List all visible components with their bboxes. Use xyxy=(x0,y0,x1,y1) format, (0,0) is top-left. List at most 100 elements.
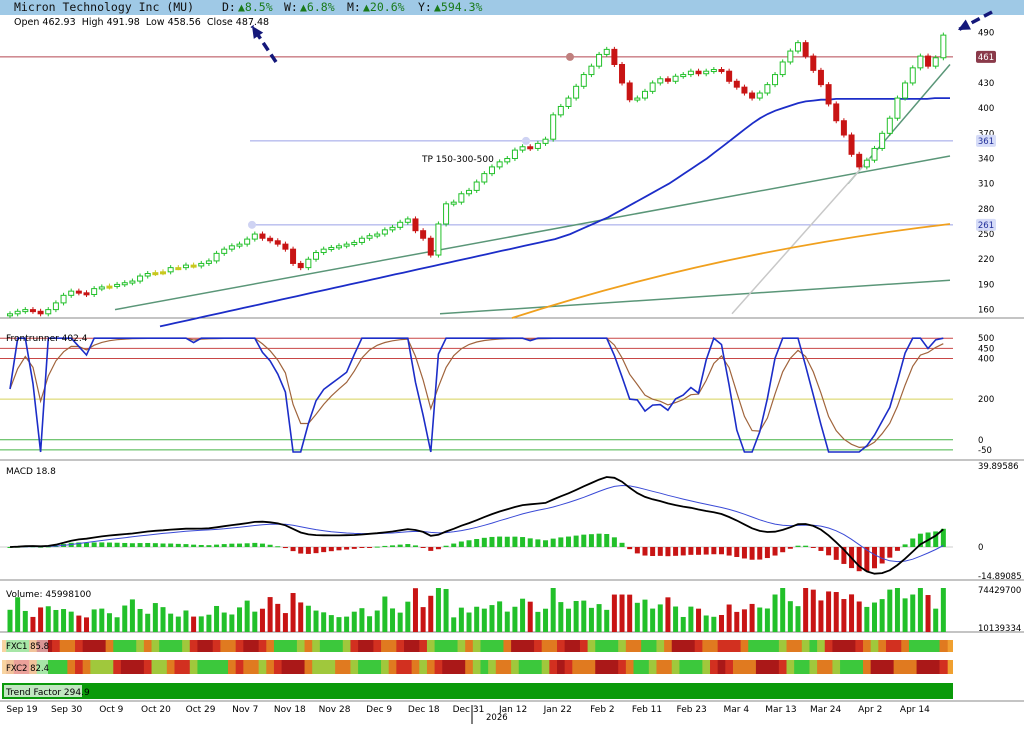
fxc1-strip-cell xyxy=(159,640,168,652)
fxc1-strip-cell xyxy=(595,640,604,652)
fxc2-strip-cell xyxy=(755,660,765,674)
x-tick-label: Jan 12 xyxy=(498,705,527,715)
candle-body xyxy=(894,97,901,119)
fxc2-strip-cell xyxy=(924,660,933,674)
fxc2-strip-cell xyxy=(243,660,252,674)
macd-histogram-bar xyxy=(435,547,441,550)
year-label: 2026 xyxy=(486,713,508,723)
week-change-label: W: xyxy=(284,0,298,14)
volume-bar xyxy=(22,610,28,632)
volume-bar xyxy=(826,591,832,632)
fxc2-strip-cell xyxy=(488,660,497,674)
candle-body xyxy=(833,103,840,122)
macd-histogram-bar xyxy=(344,547,350,550)
fxc2-strip-cell xyxy=(396,660,405,674)
volume-bar xyxy=(191,616,197,632)
candle-body xyxy=(817,69,824,86)
macd-histogram-bar xyxy=(351,547,357,549)
fxc2-strip-cell xyxy=(113,660,122,674)
fxc1-strip-cell xyxy=(855,640,864,652)
fxc1-strip-cell xyxy=(44,640,53,652)
fxc2-strip-cell xyxy=(174,660,183,674)
candle-body xyxy=(504,158,511,163)
price-tick-label: 190 xyxy=(978,280,994,290)
level-anchor-dot xyxy=(248,220,256,229)
candle-body xyxy=(198,262,205,267)
volume-bar xyxy=(275,603,281,632)
fxc1-strip-cell xyxy=(908,640,918,652)
volume-bar xyxy=(84,617,90,632)
volume-bar xyxy=(321,612,327,632)
macd-histogram-bar xyxy=(382,545,388,547)
macd-histogram-bar xyxy=(795,545,801,547)
fxc1-strip-cell xyxy=(304,640,313,652)
x-tick-label: Jan 22 xyxy=(543,705,572,715)
volume-bar xyxy=(833,592,839,632)
fxc2-strip-cell xyxy=(748,660,757,674)
volume-bar xyxy=(7,609,13,632)
fxc2-strip-cell xyxy=(641,660,650,674)
candle-body xyxy=(14,310,21,315)
candle-body xyxy=(511,149,518,160)
volume-bar xyxy=(795,606,801,632)
macd-line xyxy=(9,476,944,575)
fxc2-strip-cell xyxy=(939,660,948,674)
fxc2-strip-cell xyxy=(503,660,512,674)
trend-factor-label: Trend Factor 294.9 xyxy=(5,688,90,698)
fxc2-strip-cell xyxy=(541,660,550,674)
x-tick-label: Feb 2 xyxy=(590,705,615,715)
volume-bar xyxy=(780,588,786,632)
fxc2-strip-cell xyxy=(732,660,742,674)
candle-body xyxy=(22,309,29,313)
fxc1-strip-cell xyxy=(832,640,841,652)
fxc1-strip-cell xyxy=(488,640,497,652)
fxc2-strip-cell xyxy=(778,660,788,674)
ohlc-close: 487.48 xyxy=(235,17,270,28)
macd-histogram-bar xyxy=(588,534,594,547)
ticker-header-bar: Micron Technology Inc (MU) D: ▲8.5% W: ▲… xyxy=(0,0,1024,15)
volume-bar xyxy=(122,605,128,632)
fxc2-strip-cell xyxy=(549,660,558,674)
fxc1-strip-cell xyxy=(534,640,543,652)
candle-body xyxy=(794,42,801,52)
candle-body xyxy=(129,280,136,284)
volume-bar xyxy=(397,612,403,632)
macd-histogram-bar xyxy=(229,543,235,547)
volume-bar xyxy=(114,617,120,632)
fxc2-strip-cell xyxy=(166,660,175,674)
macd-histogram-bar xyxy=(619,542,625,547)
fxc1-strip-cell xyxy=(113,640,122,652)
macd-histogram-bar xyxy=(902,544,908,547)
fxc2-strip-cell xyxy=(182,660,191,674)
macd-histogram-bar xyxy=(703,547,709,555)
fxc1-strip-cell xyxy=(449,640,459,652)
fxc2-strip-cell xyxy=(136,660,145,674)
volume-bar xyxy=(336,617,342,632)
fxc2-strip-cell xyxy=(625,660,635,674)
level-badge xyxy=(976,50,996,63)
candle-body xyxy=(932,57,939,67)
macd-histogram-bar xyxy=(856,547,862,572)
fxc1-strip-cell xyxy=(840,640,849,652)
macd-histogram-bar xyxy=(313,547,319,554)
candle-body xyxy=(596,53,603,67)
volume-bar xyxy=(435,588,441,632)
candle-body xyxy=(565,97,572,107)
macd-histogram-bar xyxy=(680,547,686,556)
candle-body xyxy=(68,290,75,296)
fxc1-strip-cell xyxy=(824,640,833,652)
sma50-line xyxy=(159,97,950,328)
macd-histogram-bar xyxy=(137,543,143,547)
fxc1-strip-cell xyxy=(396,640,405,652)
fxc2-strip-cell xyxy=(633,660,642,674)
macd-histogram-bar xyxy=(175,543,181,547)
fxc2-strip-cell xyxy=(480,660,489,674)
arrow-annotation-right-head xyxy=(958,19,971,30)
macd-histogram-bar xyxy=(650,547,656,557)
candle-body xyxy=(106,285,113,289)
volume-bar xyxy=(565,608,571,632)
volume-bar xyxy=(803,588,809,632)
fxc2-strip-cell xyxy=(365,660,374,674)
candle-body xyxy=(152,272,159,276)
